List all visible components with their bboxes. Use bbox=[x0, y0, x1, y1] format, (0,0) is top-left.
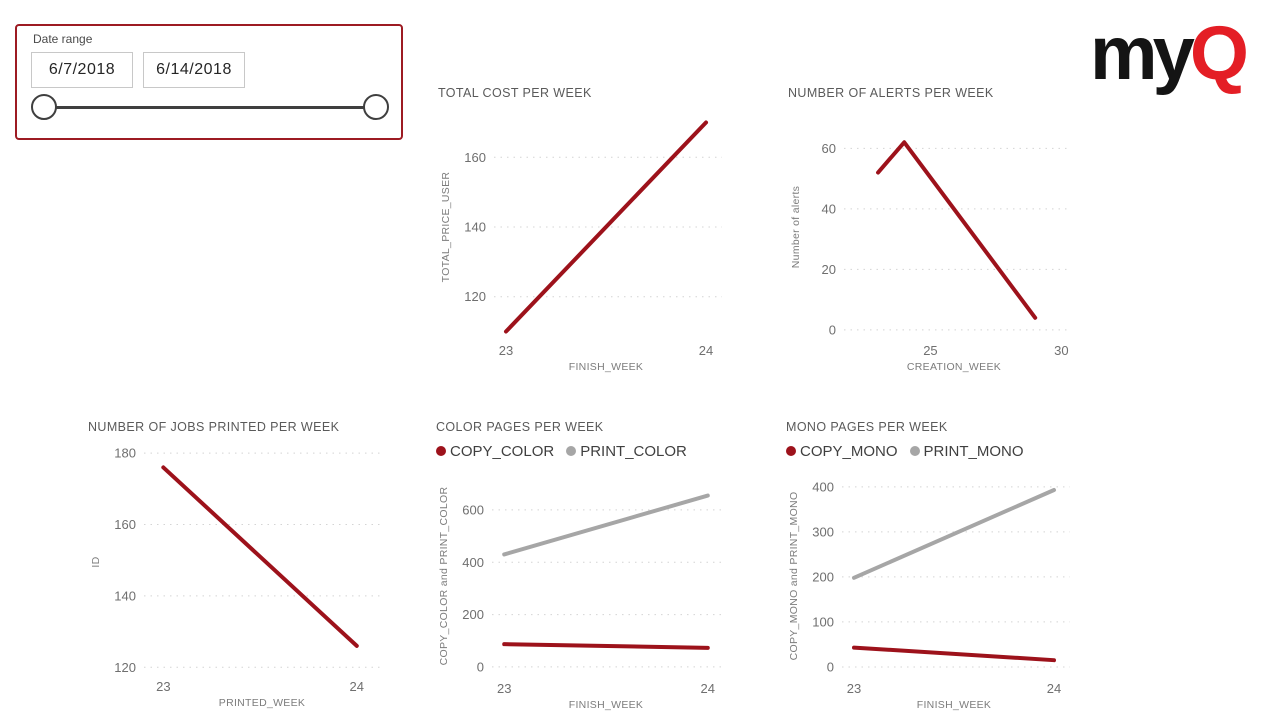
plot-area: 0 200 400 600 23 24 COPY_COLOR and PRINT_COLOR… bbox=[438, 487, 724, 711]
range-slider-handle-end[interactable] bbox=[363, 94, 389, 120]
x-axis-title: FINISH_WEEK bbox=[569, 699, 643, 711]
y-tick-label: 20 bbox=[822, 262, 836, 277]
range-slider-handle-start[interactable] bbox=[31, 94, 57, 120]
series-ID bbox=[161, 465, 359, 648]
y-tick-label: 0 bbox=[829, 322, 836, 337]
y-tick-label: 180 bbox=[114, 446, 136, 461]
y-tick-label: 140 bbox=[464, 220, 486, 235]
legend-label: COPY_COLOR bbox=[450, 442, 555, 460]
gridlines bbox=[842, 486, 1070, 668]
plot-area: 120 140 160 23 24 TOTAL_PRICE_USER FINISH_WEEK bbox=[440, 120, 722, 373]
y-tick-label: 0 bbox=[827, 659, 834, 674]
legend-item-print_mono[interactable]: PRINT_MONO bbox=[909, 442, 1024, 460]
series-COPY_COLOR bbox=[502, 642, 710, 650]
date-range-slicer[interactable]: Date range bbox=[15, 24, 403, 140]
x-axis-title: FINISH_WEEK bbox=[917, 699, 991, 711]
x-tick-label: 23 bbox=[156, 679, 170, 694]
chart-title: NUMBER OF ALERTS PER WEEK bbox=[788, 86, 994, 100]
legend-dot bbox=[786, 446, 796, 456]
y-tick-label: 160 bbox=[464, 150, 486, 165]
gridlines bbox=[844, 147, 1068, 331]
series-Number of alerts bbox=[876, 140, 1038, 320]
end-date-input[interactable] bbox=[143, 52, 245, 88]
y-axis-title: ID bbox=[90, 556, 102, 567]
series-PRINT_MONO bbox=[852, 488, 1056, 580]
y-tick-label: 60 bbox=[822, 141, 836, 156]
y-tick-label: 120 bbox=[464, 289, 486, 304]
y-axis-title: TOTAL_PRICE_USER bbox=[440, 172, 452, 283]
y-tick-label: 400 bbox=[462, 555, 484, 570]
legend: COPY_MONO PRINT_MONO bbox=[786, 438, 1078, 464]
series-COPY_MONO bbox=[852, 645, 1056, 663]
gridlines bbox=[144, 452, 384, 668]
y-tick-label: 300 bbox=[812, 524, 834, 539]
x-axis-title: PRINTED_WEEK bbox=[219, 697, 305, 709]
x-tick-label: 24 bbox=[699, 343, 713, 358]
x-tick-label: 24 bbox=[1047, 681, 1061, 696]
gridlines bbox=[494, 156, 722, 298]
y-tick-label: 40 bbox=[822, 201, 836, 216]
legend-label: PRINT_MONO bbox=[923, 442, 1024, 460]
legend: COPY_COLOR PRINT_COLOR bbox=[436, 438, 732, 464]
y-tick-label: 600 bbox=[462, 502, 484, 517]
slicer-title: Date range bbox=[33, 32, 93, 46]
chart-number-of-jobs-printed-per-week[interactable]: NUMBER OF JOBS PRINTED PER WEEK 120 140 16… bbox=[88, 420, 392, 712]
x-axis-title: CREATION_WEEK bbox=[907, 361, 1001, 373]
legend-item-copy_mono[interactable]: COPY_MONO bbox=[786, 443, 898, 460]
legend-item-print_color[interactable]: PRINT_COLOR bbox=[566, 443, 687, 460]
chart-title: TOTAL COST PER WEEK bbox=[438, 86, 592, 100]
y-tick-label: 200 bbox=[462, 607, 484, 622]
y-tick-label: 140 bbox=[114, 588, 136, 603]
x-tick-label: 25 bbox=[923, 343, 937, 358]
y-tick-label: 0 bbox=[477, 659, 484, 674]
series-TOTAL_PRICE_USER bbox=[504, 120, 708, 334]
x-tick-label: 23 bbox=[497, 681, 511, 696]
x-tick-label: 24 bbox=[701, 681, 715, 696]
plot-area: 120 140 160 180 23 24 ID PRINTED_WEEK bbox=[90, 446, 384, 709]
y-tick-label: 120 bbox=[114, 660, 136, 675]
chart-title: NUMBER OF JOBS PRINTED PER WEEK bbox=[88, 420, 340, 434]
logo-my: my bbox=[1090, 11, 1195, 96]
legend-dot bbox=[436, 446, 446, 456]
x-tick-label: 30 bbox=[1054, 343, 1068, 358]
legend-item-copy_color[interactable]: COPY_COLOR bbox=[436, 443, 554, 460]
plot-area: 0 100 200 300 400 23 24 COPY_MONO and PRINT_MON… bbox=[788, 479, 1070, 711]
y-axis-title: COPY_MONO and PRINT_MONO bbox=[788, 492, 800, 661]
y-tick-label: 200 bbox=[812, 569, 834, 584]
x-tick-label: 24 bbox=[350, 679, 364, 694]
y-tick-label: 400 bbox=[812, 479, 834, 494]
x-tick-label: 23 bbox=[847, 681, 861, 696]
legend-dot bbox=[909, 446, 920, 456]
legend-label: PRINT_COLOR bbox=[580, 442, 687, 460]
y-tick-label: 100 bbox=[812, 614, 834, 629]
series-PRINT_COLOR bbox=[502, 493, 710, 557]
y-tick-label: 160 bbox=[114, 517, 136, 532]
legend-dot bbox=[566, 446, 577, 456]
range-slider-track[interactable] bbox=[44, 106, 378, 109]
chart-color-pages-per-week[interactable]: COLOR PAGES PER WEEK COPY_COLOR PRINT_COL… bbox=[436, 420, 732, 714]
chart-number-of-alerts-per-week[interactable]: NUMBER OF ALERTS PER WEEK 0 20 40 60 25 30 Num… bbox=[788, 86, 1076, 376]
plot-area: 0 20 40 60 25 30 Number of alerts CREATION_WEEK bbox=[790, 140, 1069, 373]
chart-mono-pages-per-week[interactable]: MONO PAGES PER WEEK COPY_MONO PRINT_MONO … bbox=[786, 420, 1078, 714]
x-tick-label: 23 bbox=[499, 343, 513, 358]
start-date-input[interactable] bbox=[31, 52, 133, 88]
chart-title: MONO PAGES PER WEEK bbox=[786, 420, 948, 434]
y-axis-title: Number of alerts bbox=[790, 186, 802, 268]
chart-total-cost-per-week[interactable]: TOTAL COST PER WEEK 120 140 160 23 24 TOTAL_P… bbox=[438, 86, 730, 376]
chart-title: COLOR PAGES PER WEEK bbox=[436, 420, 604, 434]
logo-q: Q bbox=[1189, 11, 1249, 96]
legend-label: COPY_MONO bbox=[800, 442, 898, 460]
y-axis-title: COPY_COLOR and PRINT_COLOR bbox=[438, 487, 450, 666]
x-axis-title: FINISH_WEEK bbox=[569, 361, 643, 373]
myq-logo: myQ bbox=[1090, 16, 1249, 92]
